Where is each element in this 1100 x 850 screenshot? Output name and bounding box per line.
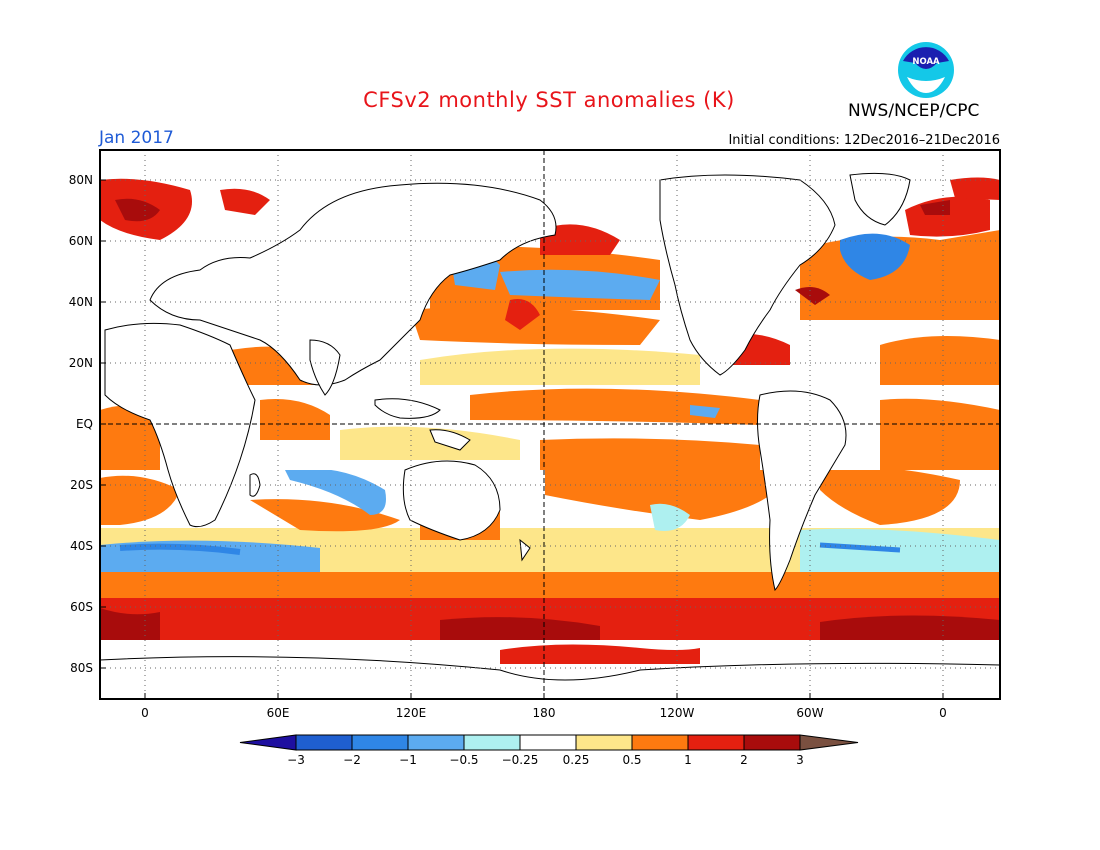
lat-label: 80S (70, 661, 93, 675)
colorbar-segment (631, 734, 689, 751)
colorbar-segment (295, 734, 353, 751)
north-atlantic-cool-anomaly (840, 233, 910, 280)
agency-label: NWS/NCEP/CPC (848, 101, 980, 121)
lat-label: 60N (69, 234, 93, 248)
lon-label: 180 (533, 706, 556, 720)
colorbar-arrow-high (799, 734, 859, 751)
lat-label: EQ (76, 417, 93, 431)
colorbar (239, 734, 859, 751)
africa-land (104, 322, 256, 528)
lat-label: 40N (69, 295, 93, 309)
colorbar-segment (743, 734, 801, 751)
lon-label: 0 (939, 706, 947, 720)
colorbar-tick-label: 2 (740, 753, 748, 767)
colorbar-segment (463, 734, 521, 751)
south-america-land (757, 390, 847, 591)
antarctica-land (100, 656, 1000, 699)
lat-label: 20S (70, 478, 93, 492)
title: CFSv2 monthly SST anomalies (K) (363, 88, 735, 112)
lat-label: 80N (69, 173, 93, 187)
colorbar-tick-label: 0.25 (562, 753, 590, 767)
south-indian-cool-anomaly (285, 468, 386, 515)
colorbar-segment (687, 734, 745, 751)
colorbar-tick-label: 0.5 (622, 753, 642, 767)
colorbar-segment (575, 734, 633, 751)
initial-conditions-label: Initial conditions: 12Dec2016–21Dec2016 (728, 133, 1000, 148)
noaa-logo-icon: NOAA (898, 42, 954, 98)
colorbar-tick-label: −0.5 (449, 753, 479, 767)
colorbar-segment (407, 734, 465, 751)
month-label: Jan 2017 (99, 128, 174, 148)
lon-label: 120W (660, 706, 695, 720)
lon-label: 120E (396, 706, 427, 720)
australia-land (402, 460, 501, 541)
colorbar-tick-label: 3 (796, 753, 804, 767)
lon-label: 60E (267, 706, 290, 720)
colorbar-segment (519, 734, 577, 751)
colorbar-tick-label: −1 (399, 753, 417, 767)
colorbar-tick-label: −2 (343, 753, 361, 767)
north-america-land (659, 174, 836, 376)
lon-label: 0 (141, 706, 149, 720)
eurasia-land (149, 182, 557, 386)
colorbar-segment (351, 734, 409, 751)
lat-label: 40S (70, 539, 93, 553)
lat-label: 20N (69, 356, 93, 370)
colorbar-tick-label: −0.25 (501, 753, 539, 767)
north-pacific-cool-anomaly (500, 269, 660, 300)
colorbar-arrow-low (239, 734, 297, 751)
lon-label: 60W (796, 706, 823, 720)
logo-text: NOAA (912, 57, 940, 67)
colorbar-tick-label: 1 (684, 753, 692, 767)
lat-label: 60S (70, 600, 93, 614)
colorbar-tick-label: −3 (287, 753, 305, 767)
